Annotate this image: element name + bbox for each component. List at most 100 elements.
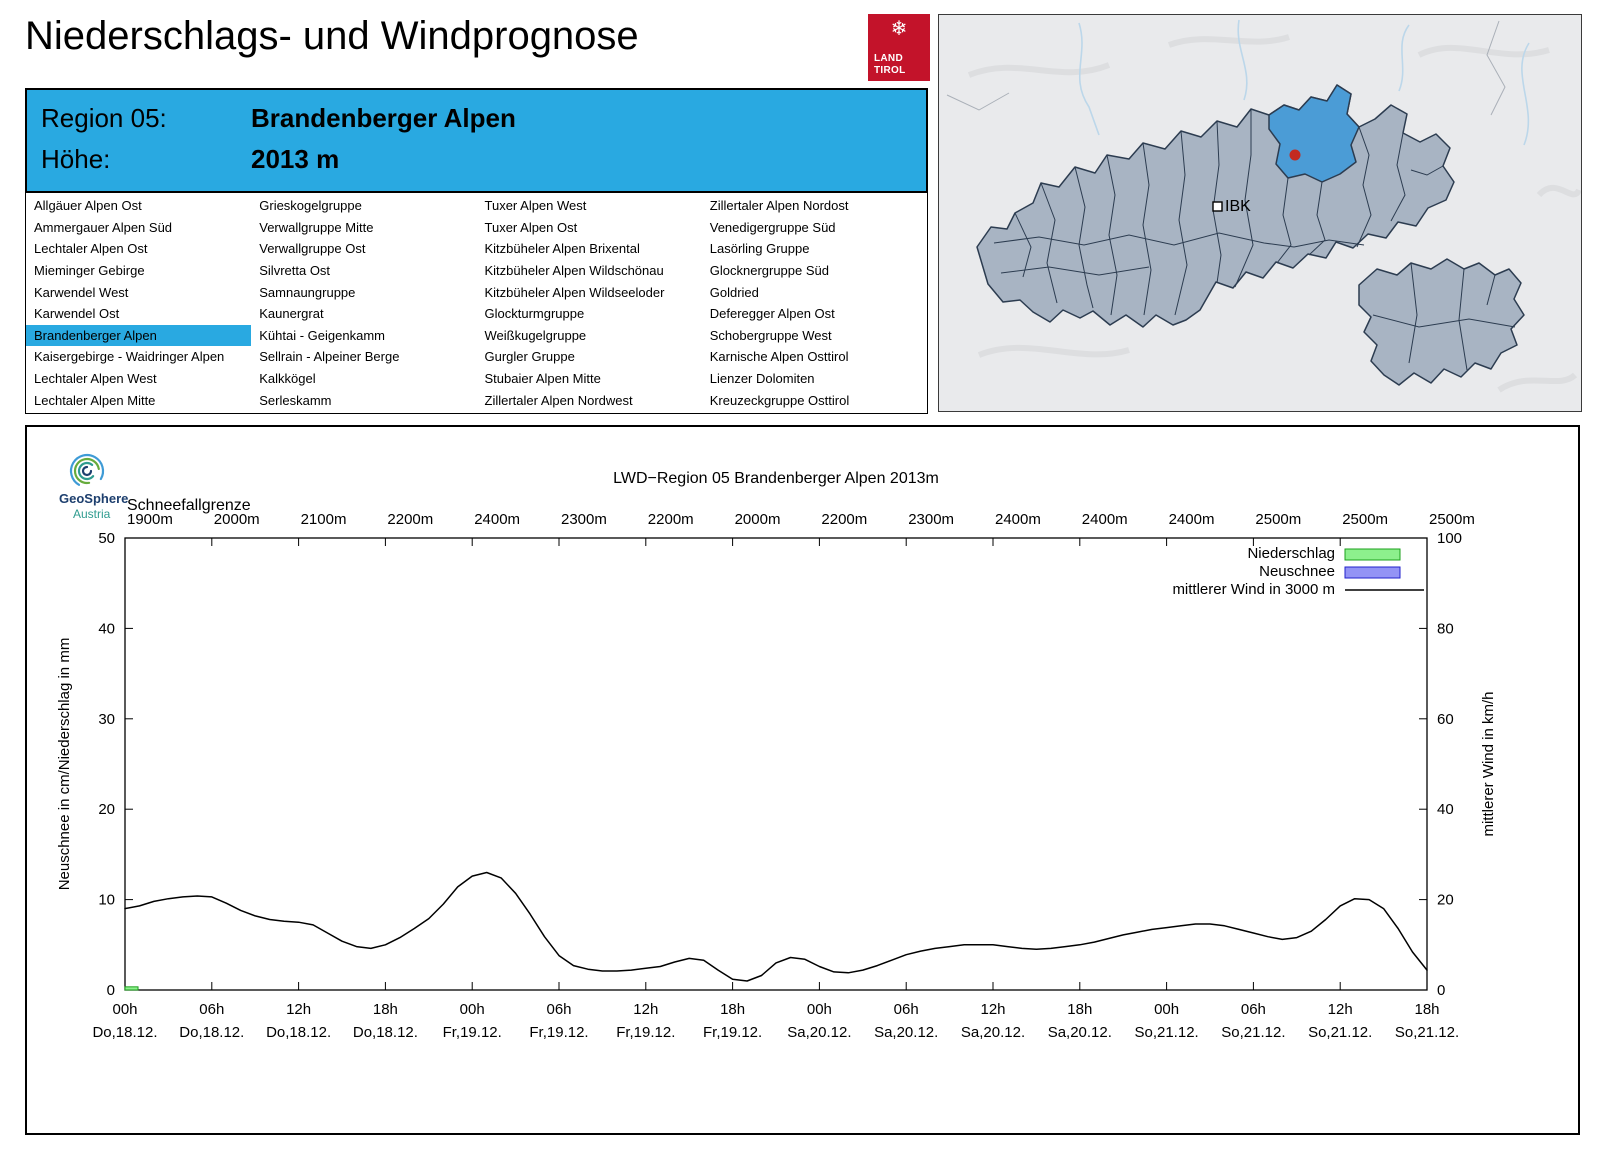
region-list-item[interactable]: Gurgler Gruppe <box>484 349 575 365</box>
page-title: Niederschlags- und Windprognose <box>25 14 639 58</box>
y-tick-label-right: 0 <box>1437 982 1445 999</box>
x-tick-day-label: Sa,20.12. <box>787 1024 851 1041</box>
region-list-item[interactable]: Lechtaler Alpen West <box>34 371 157 387</box>
x-tick-day-label: Fr,19.12. <box>529 1024 588 1041</box>
y-tick-label-right: 60 <box>1437 711 1454 728</box>
region-list-item[interactable]: Kitzbüheler Alpen Wildseeloder <box>484 284 665 300</box>
region-list-item[interactable]: Tuxer Alpen Ost <box>484 219 578 235</box>
x-tick-day-label: Do,18.12. <box>92 1024 157 1041</box>
terrain-texture <box>967 34 1582 393</box>
x-tick-hour-label: 12h <box>286 1001 311 1018</box>
snowline-value: 2500m <box>1255 511 1301 528</box>
legend-label: mittlerer Wind in 3000 m <box>1172 581 1335 598</box>
x-tick-hour-label: 00h <box>807 1001 832 1018</box>
y-tick-label-right: 20 <box>1437 892 1454 909</box>
region-list-item[interactable]: Glocknergruppe Süd <box>709 263 829 279</box>
y-axis-label-right: mittlerer Wind in km/h <box>1480 691 1497 836</box>
top-section: Niederschlags- und Windprognose ❄ LAND T… <box>25 0 1582 415</box>
altitude-value: 2013 m <box>251 144 340 174</box>
region-list-item[interactable]: Stubaier Alpen Mitte <box>484 371 601 387</box>
snowflake-icon: ❄ <box>890 18 908 40</box>
y-tick-label-left: 50 <box>98 530 115 547</box>
x-tick-day-label: So,21.12. <box>1134 1024 1198 1041</box>
region-value: Brandenberger Alpen <box>251 103 516 133</box>
logo-line1: LAND <box>874 53 903 64</box>
region-list-item[interactable]: Karnische Alpen Osttirol <box>709 349 849 365</box>
region-header: Region 05: Brandenberger Alpen Höhe: 201… <box>25 88 928 193</box>
region-list-item[interactable]: Glockturmgruppe <box>484 306 585 322</box>
tirol-map[interactable]: IBK <box>939 15 1582 411</box>
region-list-item[interactable]: Venedigergruppe Süd <box>709 219 836 235</box>
snowline-value: 2400m <box>1169 511 1215 528</box>
region-list-item[interactable]: Verwallgruppe Ost <box>259 241 366 257</box>
neighbor-borders <box>946 20 1506 116</box>
x-tick-hour-label: 18h <box>1067 1001 1092 1018</box>
y-tick-label-right: 80 <box>1437 620 1454 637</box>
x-tick-day-label: Fr,19.12. <box>616 1024 675 1041</box>
map-container: IBK <box>938 14 1582 412</box>
region-list-item[interactable]: Serleskamm <box>259 392 332 408</box>
land-tirol-logo-text: LAND TIROL <box>874 53 924 76</box>
region-list-item[interactable]: Weißkugelgruppe <box>484 327 587 343</box>
legend-swatch <box>1344 548 1401 561</box>
forecast-chart: LWD−Region 05 Brandenberger Alpen 2013m S… <box>56 470 1497 1041</box>
snowline-value: 2100m <box>301 511 347 528</box>
region-list-item[interactable]: Karwendel Ost <box>34 306 120 322</box>
x-tick-hour-label: 12h <box>633 1001 658 1018</box>
x-tick-day-label: Do,18.12. <box>353 1024 418 1041</box>
region-list-item[interactable]: Kaunergrat <box>259 306 324 322</box>
x-tick-day-label: So,21.12. <box>1221 1024 1285 1041</box>
region-list-item[interactable]: Kitzbüheler Alpen Brixental <box>484 241 640 257</box>
y-tick-label-left: 30 <box>98 711 115 728</box>
x-tick-day-label: Fr,19.12. <box>443 1024 502 1041</box>
ibk-label: IBK <box>1225 198 1251 215</box>
legend-swatch <box>1344 566 1401 579</box>
region-list-item[interactable]: Verwallgruppe Mitte <box>259 219 374 235</box>
region-list-item[interactable]: Kaisergebirge - Waidringer Alpen <box>34 349 225 365</box>
region-list-item[interactable]: Tuxer Alpen West <box>484 198 587 214</box>
region-list-item[interactable]: Karwendel West <box>34 284 129 300</box>
geosphere-name: GeoSphere <box>59 491 128 506</box>
east-tirol-region <box>1358 258 1525 386</box>
region-list-item[interactable]: Lasörling Gruppe <box>709 241 810 257</box>
region-list: Allgäuer Alpen Ost Ammergauer Alpen Süd Le… <box>25 192 928 414</box>
chart-title: LWD−Region 05 Brandenberger Alpen 2013m <box>613 470 939 487</box>
x-tick-hour-label: 12h <box>1328 1001 1353 1018</box>
x-tick-day-label: Fr,19.12. <box>703 1024 762 1041</box>
region-list-item[interactable]: Kühtai - Geigenkamm <box>259 327 385 343</box>
region-list-item[interactable]: Sellrain - Alpeiner Berge <box>259 349 400 365</box>
ibk-marker <box>1212 201 1223 212</box>
region-list-item[interactable]: Lienzer Dolomiten <box>709 371 815 387</box>
station-dot <box>1289 149 1301 161</box>
snowline-axis-label: Schneefallgrenze <box>127 497 251 514</box>
region-list-item[interactable]: Goldried <box>709 284 759 300</box>
region-list-item[interactable]: Ammergauer Alpen Süd <box>34 219 173 235</box>
x-tick-hour-label: 00h <box>112 1001 137 1018</box>
snowline-value: 2400m <box>995 511 1041 528</box>
region-list-item[interactable]: Silvretta Ost <box>259 263 331 279</box>
legend-label: Neuschnee <box>1259 563 1335 580</box>
region-list-item[interactable]: Kitzbüheler Alpen Wildschönau <box>484 263 664 279</box>
region-list-item[interactable]: Kreuzeckgruppe Osttirol <box>709 392 850 408</box>
region-list-item[interactable]: Allgäuer Alpen Ost <box>34 198 142 214</box>
region-list-item[interactable]: Samnaungruppe <box>259 284 356 300</box>
region-list-item[interactable]: Grieskogelgruppe <box>259 198 362 214</box>
region-list-item[interactable]: Zillertaler Alpen Nordost <box>709 198 849 214</box>
snowline-value: 2000m <box>735 511 781 528</box>
region-list-item[interactable]: Schobergruppe West <box>709 327 832 343</box>
y-tick-label-left: 40 <box>98 620 115 637</box>
x-tick-hour-label: 00h <box>460 1001 485 1018</box>
snowline-value: 2500m <box>1342 511 1388 528</box>
region-list-item[interactable]: Lechtaler Alpen Ost <box>34 241 148 257</box>
region-list-item[interactable]: Mieminger Gebirge <box>34 263 145 279</box>
region-list-item[interactable]: Lechtaler Alpen Mitte <box>34 392 156 408</box>
region-list-item-selected[interactable]: Brandenberger Alpen <box>26 324 252 347</box>
y-tick-label-right: 100 <box>1437 530 1462 547</box>
x-tick-day-label: Sa,20.12. <box>874 1024 938 1041</box>
x-tick-hour-label: 18h <box>373 1001 398 1018</box>
land-tirol-logo: ❄ LAND TIROL <box>868 14 930 81</box>
region-list-item[interactable]: Kalkkögel <box>259 371 316 387</box>
region-list-item[interactable]: Deferegger Alpen Ost <box>709 306 835 322</box>
geosphere-logo: GeoSphere Austria <box>59 453 128 521</box>
region-list-item[interactable]: Zillertaler Alpen Nordwest <box>484 392 633 408</box>
